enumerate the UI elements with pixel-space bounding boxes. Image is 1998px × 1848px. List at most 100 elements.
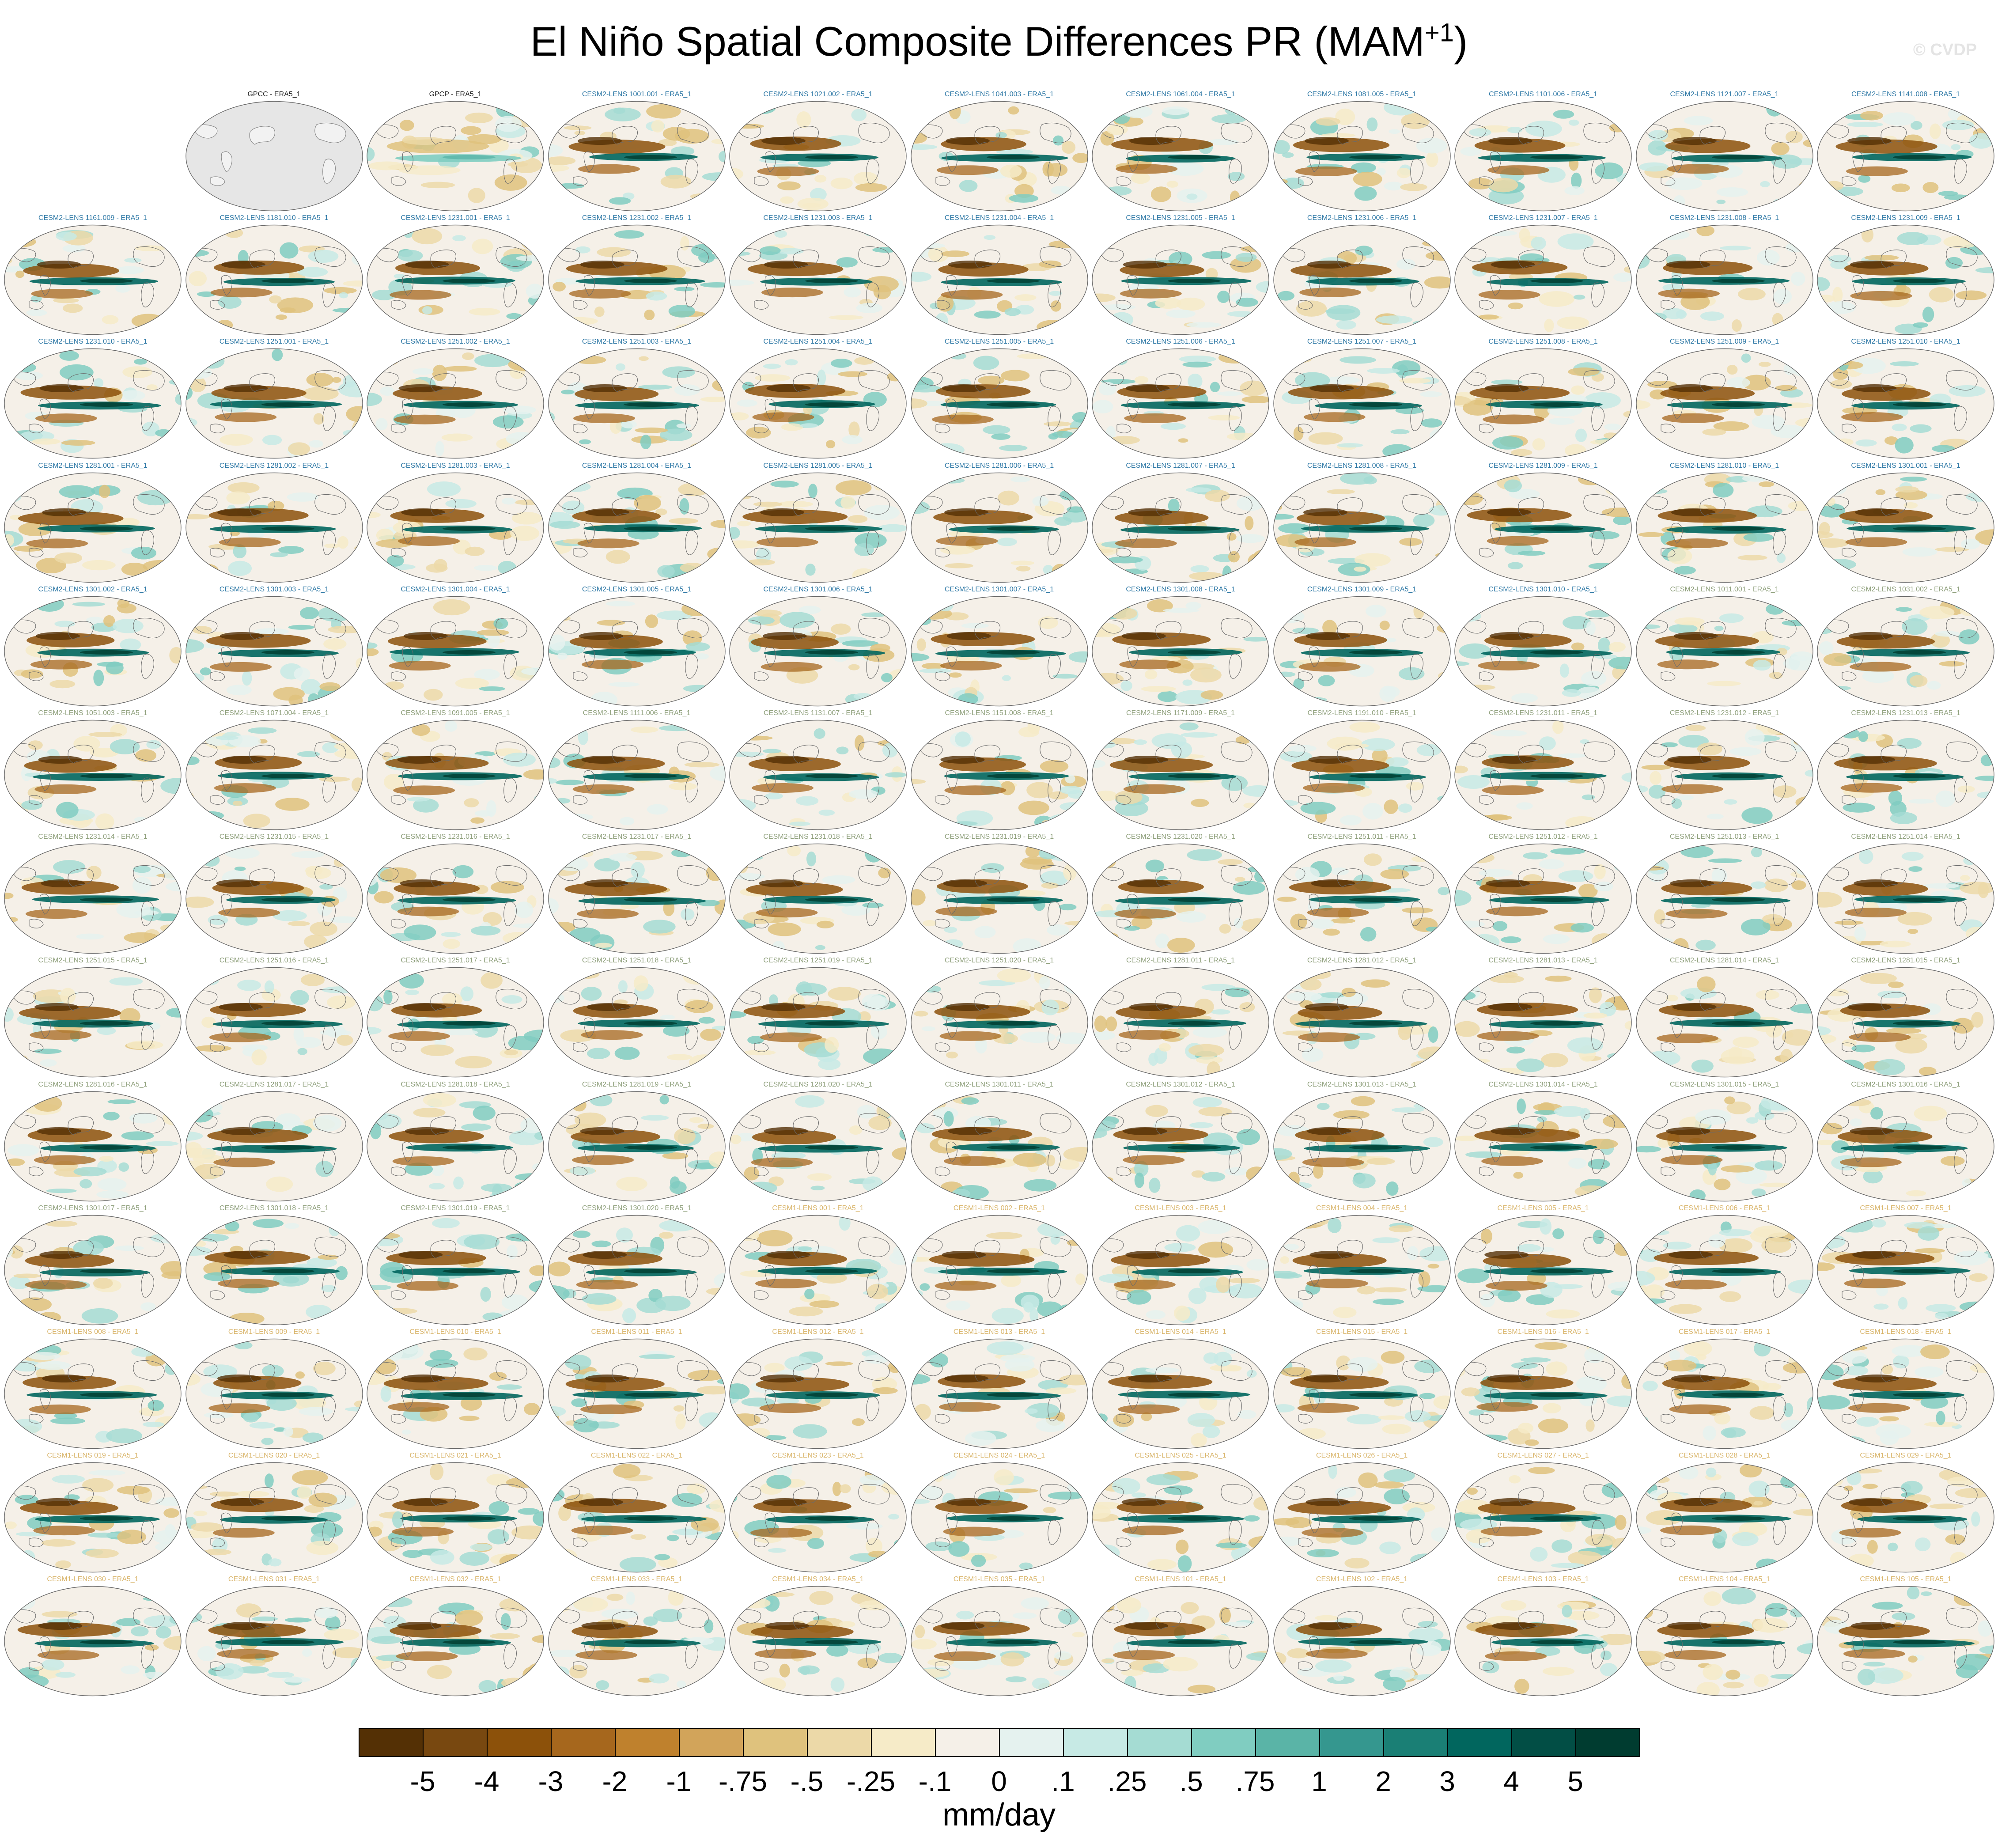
anomaly-blob [1226, 533, 1237, 541]
anomaly-blob [284, 1223, 299, 1229]
anomaly-blob [1016, 565, 1030, 572]
map-border [1817, 967, 1994, 1078]
dry-anomaly-south [1669, 1404, 1731, 1414]
map-border [185, 1091, 363, 1201]
map-panel: CESM2-LENS 1231.009 - ERA5_1 [1816, 214, 1996, 336]
coastline [210, 671, 225, 681]
map-plot [1273, 101, 1451, 212]
anomaly-blob [313, 1115, 342, 1132]
coastline [1591, 1149, 1604, 1174]
coastline [1518, 497, 1544, 516]
wet-anomaly-core [805, 774, 858, 778]
panel-label: CESM2-LENS 1301.005 - ERA5_1 [582, 585, 692, 593]
coastline [736, 1362, 761, 1376]
anomaly-blob [1920, 1395, 1949, 1409]
anomaly-blob [269, 295, 282, 304]
anomaly-blob [1874, 1059, 1905, 1075]
anomaly-blob [748, 855, 763, 860]
coastline [391, 671, 406, 681]
anomaly-blob [762, 749, 781, 754]
anomaly-blob [324, 971, 345, 977]
map-plot [548, 1338, 726, 1449]
coastline [1699, 868, 1726, 887]
map-panel: CESM1-LENS 016 - ERA5_1 [1453, 1328, 1633, 1450]
anomaly-blob [706, 973, 725, 983]
anomaly-blob [1310, 918, 1334, 929]
coastline [1852, 399, 1864, 420]
anomaly-blob [375, 1348, 388, 1361]
map-border [1092, 596, 1269, 706]
anomaly-blob [1241, 396, 1269, 404]
anomaly-blob [1388, 129, 1400, 134]
anomaly-blob [1457, 570, 1494, 578]
anomaly-blob [946, 1052, 958, 1059]
anomaly-blob [293, 667, 310, 681]
anomaly-blob [1819, 641, 1834, 655]
anomaly-blob [848, 789, 879, 799]
anomaly-blob [1817, 892, 1843, 908]
anomaly-blob [1280, 750, 1312, 762]
anomaly-blob [348, 486, 363, 494]
panel-label: CESM1-LENS 001 - ERA5_1 [772, 1204, 864, 1212]
anomaly-blob [668, 518, 698, 524]
anomaly-blob [1455, 1135, 1480, 1141]
coastline [314, 741, 346, 762]
map-plot [1092, 348, 1269, 459]
map-border [1817, 348, 1994, 459]
anomaly-blob [253, 628, 289, 635]
coastline [133, 989, 165, 1010]
coastline [677, 989, 709, 1010]
anomaly-blob [1190, 565, 1209, 573]
map-plot [910, 101, 1088, 212]
anomaly-blob [424, 1359, 458, 1368]
anomaly-blob [911, 819, 935, 825]
anomaly-blob [1000, 164, 1022, 178]
map-plot [1454, 348, 1632, 459]
coastline [430, 373, 456, 393]
dry-anomaly-core [1847, 137, 1892, 145]
coastline [611, 868, 638, 887]
anomaly-blob [45, 1220, 78, 1227]
anomaly-blob [185, 1100, 223, 1114]
anomaly-blob [1470, 934, 1500, 950]
anomaly-blob [1352, 1173, 1376, 1189]
anomaly-blob [1280, 1256, 1289, 1264]
anomaly-blob [764, 1363, 785, 1373]
dry-anomaly-core [1306, 632, 1350, 640]
map-border [1635, 1338, 1813, 1449]
dry-anomaly-core [1852, 1250, 1897, 1259]
dry-anomaly-south [571, 1155, 634, 1165]
coastline [503, 1272, 517, 1298]
map-border [1454, 1215, 1632, 1325]
anomaly-blob [796, 111, 811, 128]
anomaly-blob [1334, 743, 1369, 749]
anomaly-blob [1339, 356, 1376, 364]
anomaly-blob [164, 235, 181, 247]
coastline [736, 743, 761, 757]
coastline [1461, 1362, 1487, 1376]
dry-anomaly-core [764, 1127, 808, 1135]
anomaly-blob [383, 773, 404, 790]
coastline [192, 867, 217, 881]
anomaly-blob [1420, 418, 1442, 428]
anomaly-blob [1553, 110, 1574, 119]
anomaly-blob [1044, 1154, 1055, 1166]
dry-anomaly-south [578, 164, 640, 174]
anomaly-blob [1198, 1241, 1234, 1258]
anomaly-blob [374, 891, 394, 904]
anomaly-blob [1891, 183, 1910, 193]
coastline [677, 617, 709, 638]
anomaly-blob [185, 1246, 211, 1256]
coastline [917, 248, 942, 262]
anomaly-blob [1324, 376, 1360, 385]
anomaly-blob [1790, 651, 1813, 661]
anomaly-blob [157, 319, 175, 331]
coastline [935, 548, 950, 557]
anomaly-blob [1416, 137, 1447, 154]
map-border [548, 224, 726, 335]
anomaly-blob [1236, 1128, 1260, 1145]
wet-anomaly-core [1530, 1393, 1583, 1397]
anomaly-blob [1539, 736, 1556, 750]
anomaly-blob [1455, 1183, 1464, 1198]
anomaly-blob [1273, 514, 1294, 520]
